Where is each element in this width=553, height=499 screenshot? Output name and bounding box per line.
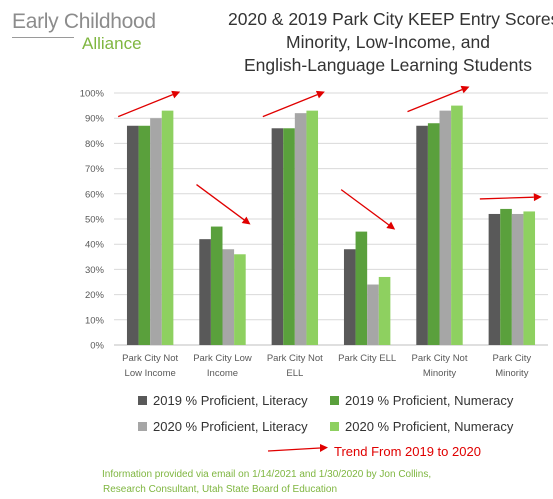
legend-item: 2019 % Proficient, Numeracy	[330, 393, 513, 408]
bar	[161, 110, 174, 345]
bar	[343, 249, 356, 345]
trend-arrow	[479, 196, 534, 200]
x-tick-label: Park City ELL	[338, 353, 396, 364]
x-tick-label: Minority	[423, 368, 457, 379]
bar	[378, 276, 391, 345]
y-tick-label: 50%	[85, 215, 105, 226]
x-tick-label: Minority	[495, 368, 529, 379]
y-tick-label: 40%	[85, 240, 105, 251]
source-line: Information provided via email on 1/14/2…	[102, 469, 432, 480]
trend-arrow	[117, 94, 173, 118]
y-tick-label: 20%	[85, 290, 105, 301]
trend-arrowhead	[241, 216, 251, 225]
x-tick-label: Park City Low	[193, 353, 252, 364]
chart-title-line: Minority, Low-Income, and	[286, 32, 490, 52]
legend-item: 2020 % Proficient, Literacy	[138, 419, 308, 434]
bar	[283, 128, 295, 345]
legend-label: 2020 % Proficient, Literacy	[153, 419, 308, 434]
legend-swatch	[330, 422, 339, 431]
y-tick-label: 0%	[90, 341, 104, 352]
bar	[126, 125, 139, 345]
y-tick-label: 30%	[85, 265, 105, 276]
logo-underline	[12, 37, 74, 38]
x-tick-label: Park City	[493, 353, 532, 364]
bar	[451, 105, 463, 345]
bar	[150, 118, 162, 345]
legend-item: 2019 % Proficient, Literacy	[138, 393, 308, 408]
bar	[355, 231, 368, 345]
bar	[294, 113, 307, 345]
bar	[427, 123, 440, 346]
chart-title-line: 2020 & 2019 Park City KEEP Entry Scores	[228, 9, 553, 29]
trend-arrow-icon	[267, 444, 328, 452]
legend-swatch	[330, 396, 339, 405]
bar	[488, 213, 501, 345]
y-tick-label: 70%	[85, 164, 105, 175]
bar	[271, 128, 284, 345]
bar	[222, 249, 235, 345]
trend-arrowhead	[315, 90, 325, 99]
trend-arrowhead	[533, 193, 542, 202]
chart-title-line: English-Language Learning Students	[244, 55, 532, 75]
x-tick-label: Park City Not	[267, 353, 323, 364]
trend-arrowhead	[171, 90, 181, 99]
bar	[234, 254, 246, 345]
source-note: Information provided via email on 1/14/2…	[102, 467, 431, 497]
trend-legend: Trend From 2019 to 2020	[262, 441, 482, 463]
logo-line1: Early Childhood	[12, 10, 156, 33]
bar	[500, 208, 512, 345]
trend-label: Trend From 2019 to 2020	[334, 444, 481, 459]
bar	[416, 125, 428, 345]
bar	[138, 125, 151, 345]
legend-label: 2019 % Proficient, Literacy	[153, 393, 308, 408]
bar	[306, 110, 319, 345]
bar	[439, 110, 452, 345]
chart-title: 2020 & 2019 Park City KEEP Entry Scores …	[228, 8, 553, 77]
trend-arrow	[340, 189, 390, 226]
y-tick-label: 90%	[85, 114, 105, 125]
y-tick-label: 100%	[80, 89, 105, 100]
x-tick-label: Low Income	[125, 368, 176, 379]
bar	[523, 211, 536, 345]
trend-arrow	[196, 184, 245, 221]
trend-arrowhead	[386, 221, 396, 230]
legend-swatch	[138, 422, 147, 431]
legend-swatch	[138, 396, 147, 405]
legend-item: 2020 % Proficient, Numeracy	[330, 419, 513, 434]
x-tick-label: Park City Not	[122, 353, 178, 364]
logo: Early Childhood Alliance	[8, 4, 156, 64]
y-tick-label: 10%	[85, 315, 105, 326]
bar	[511, 213, 524, 345]
trend-arrow	[407, 88, 463, 113]
legend-label: 2020 % Proficient, Numeracy	[345, 419, 514, 434]
bar	[210, 226, 223, 345]
y-tick-label: 60%	[85, 189, 105, 200]
x-tick-label: Park City Not	[412, 353, 468, 364]
x-tick-label: ELL	[286, 368, 303, 379]
bar	[367, 284, 379, 345]
source-line: Research Consultant, Utah State Board of…	[103, 484, 338, 495]
trend-arrow	[262, 94, 318, 118]
trend-arrowhead	[460, 85, 470, 94]
x-tick-label: Income	[207, 368, 238, 379]
legend-label: 2019 % Proficient, Numeracy	[345, 393, 514, 408]
y-tick-label: 80%	[85, 139, 105, 150]
logo-line2: Alliance	[82, 34, 142, 53]
bar	[199, 239, 211, 345]
